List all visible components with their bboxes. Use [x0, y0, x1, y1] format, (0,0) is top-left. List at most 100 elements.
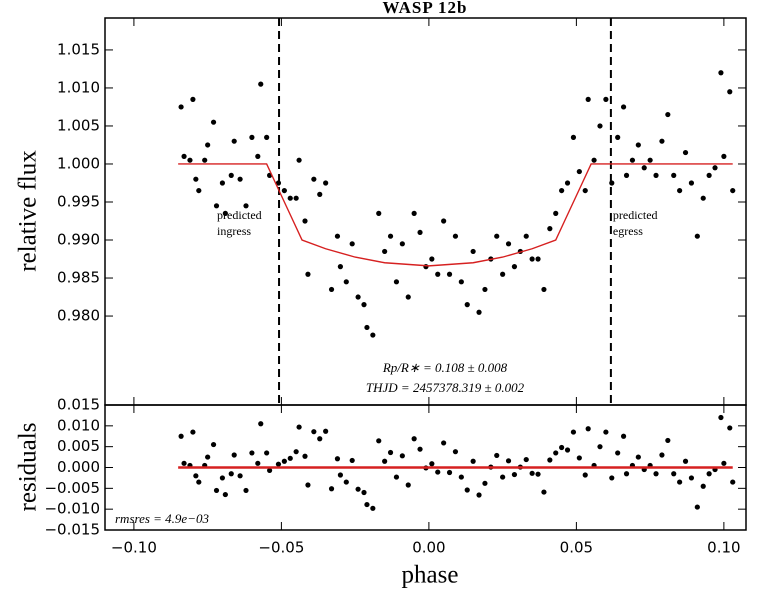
data-point: [677, 479, 683, 485]
data-point: [382, 248, 388, 255]
data-point: [255, 153, 261, 159]
data-point: [370, 332, 376, 338]
data-point: [393, 474, 400, 480]
data-point: [712, 165, 718, 171]
data-point: [343, 479, 349, 485]
data-point: [205, 142, 211, 148]
data-point: [706, 471, 712, 477]
data-point: [334, 233, 341, 239]
data-point: [500, 271, 506, 277]
data-point: [494, 452, 500, 459]
data-point: [258, 421, 264, 427]
y-tick-label: −0.015: [44, 521, 100, 539]
data-point: [382, 458, 388, 464]
data-point: [429, 461, 435, 467]
x-axis-label: phase: [402, 562, 459, 589]
data-point: [458, 279, 464, 285]
data-point: [511, 471, 518, 478]
data-point: [205, 454, 211, 460]
data-point: [399, 453, 405, 459]
axes-frame: [104, 404, 747, 531]
data-point: [615, 134, 621, 140]
data-point: [387, 449, 394, 456]
data-point: [559, 444, 565, 451]
data-point: [523, 456, 529, 463]
data-point: [597, 123, 603, 129]
data-point: [659, 138, 665, 144]
data-point: [376, 438, 382, 444]
fit-annotation: Rp/R∗ = 0.108 ± 0.008: [382, 360, 508, 375]
data-point: [417, 229, 423, 236]
data-point: [511, 264, 518, 270]
x-tick-label: 0.10: [707, 539, 740, 557]
data-point: [529, 470, 535, 476]
data-point: [405, 482, 411, 488]
y-tick-label: 1.015: [57, 40, 100, 58]
data-point: [361, 489, 367, 496]
data-point: [706, 172, 712, 178]
y-tick-label: 1.005: [57, 116, 100, 134]
data-point: [190, 96, 196, 102]
data-point: [355, 294, 361, 300]
data-point: [665, 111, 671, 118]
data-point: [275, 180, 282, 186]
data-point: [219, 475, 226, 481]
data-point: [721, 153, 727, 159]
data-point: [228, 471, 234, 477]
data-point: [417, 446, 423, 452]
data-point: [718, 414, 724, 421]
data-point: [255, 460, 261, 466]
data-point: [305, 271, 311, 277]
data-point: [718, 70, 724, 76]
data-point: [464, 487, 470, 493]
data-point: [393, 279, 400, 285]
data-point: [361, 302, 367, 308]
data-point: [671, 471, 677, 477]
data-point: [196, 479, 202, 485]
data-point: [730, 187, 736, 194]
data-point: [559, 187, 565, 194]
data-point: [370, 505, 376, 511]
y-tick-label: 1.000: [57, 154, 100, 172]
rms-annotation: rmsres = 4.9e−03: [115, 511, 209, 526]
data-point: [635, 454, 641, 460]
predicted-label: predicted: [613, 208, 658, 222]
fit-annotation: THJD = 2457378.319 ± 0.002: [366, 380, 525, 395]
data-point: [682, 458, 689, 464]
data-point: [243, 487, 249, 494]
data-point: [721, 460, 727, 466]
data-point: [293, 195, 299, 201]
y-tick-label: 0.010: [57, 416, 100, 434]
data-point: [623, 471, 630, 477]
data-point: [334, 456, 341, 462]
data-point: [328, 486, 335, 492]
data-point: [305, 482, 311, 488]
data-point: [281, 458, 287, 464]
x-tick-label: −0.05: [258, 539, 304, 557]
data-point: [349, 457, 355, 464]
data-point: [620, 433, 627, 439]
data-point: [296, 157, 302, 163]
data-point: [615, 450, 621, 456]
data-point: [178, 433, 184, 439]
data-point: [364, 501, 370, 508]
data-point: [399, 241, 405, 247]
predicted-label: predicted: [217, 208, 262, 222]
data-point: [564, 180, 571, 186]
data-point: [452, 449, 459, 455]
data-point: [609, 180, 615, 186]
data-point: [482, 480, 488, 486]
data-point: [264, 450, 270, 456]
y-tick-label: −0.010: [44, 500, 100, 518]
data-point: [349, 241, 355, 247]
data-point: [405, 294, 411, 300]
data-point: [231, 138, 237, 144]
model-line: [178, 163, 733, 267]
data-point: [603, 429, 609, 435]
data-point: [364, 324, 370, 331]
y-axis-label: residuals: [15, 423, 42, 512]
data-point: [470, 248, 476, 255]
data-point: [441, 218, 447, 224]
predicted-label: ingress: [217, 224, 251, 238]
data-point: [296, 424, 302, 430]
